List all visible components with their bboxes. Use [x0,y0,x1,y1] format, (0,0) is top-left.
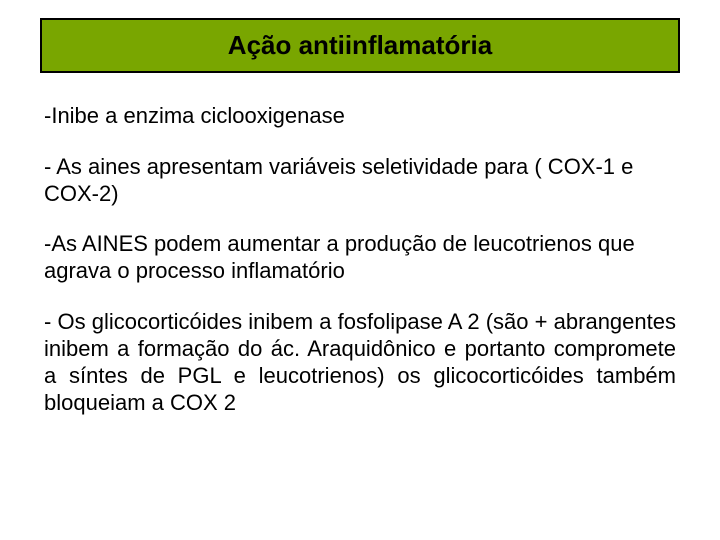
slide-body: -Inibe a enzima ciclooxigenase - As aine… [40,103,680,416]
bullet-2: - As aines apresentam variáveis seletivi… [44,154,676,208]
bullet-4: - Os glicocorticóides inibem a fosfolipa… [44,309,676,416]
slide-title: Ação antiinflamatória [62,30,658,61]
bullet-3: -As AINES podem aumentar a produção de l… [44,231,676,285]
bullet-1: -Inibe a enzima ciclooxigenase [44,103,676,130]
title-banner: Ação antiinflamatória [40,18,680,73]
